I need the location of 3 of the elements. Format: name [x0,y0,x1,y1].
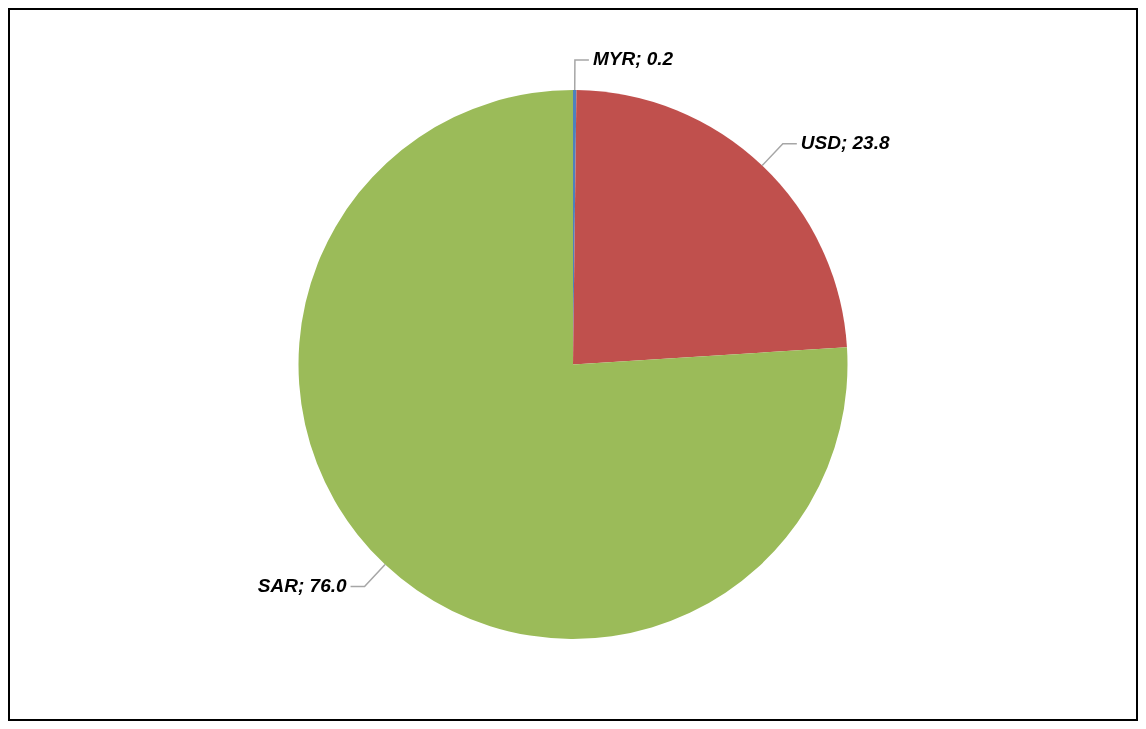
slice-label: SAR; 76.0 [257,574,347,596]
slice-label: USD; 23.8 [800,132,890,154]
slice-label: MYR; 0.2 [592,48,674,70]
